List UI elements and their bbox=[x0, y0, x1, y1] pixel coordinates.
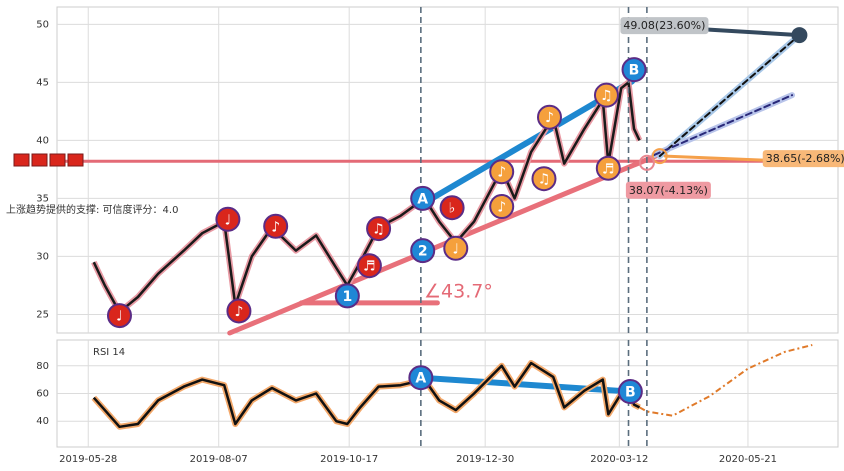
y-tick-label: 50 bbox=[36, 19, 49, 30]
pattern-marker bbox=[489, 159, 515, 185]
support-label: 上涨趋势提供的支撑: 可信度评分：4.0 bbox=[6, 203, 178, 216]
pattern-marker bbox=[410, 238, 436, 264]
price-line bbox=[92, 81, 641, 314]
target-label: 38.07(-4.13%) bbox=[629, 184, 708, 197]
y-tick-label: 35 bbox=[36, 193, 49, 204]
pattern-marker bbox=[356, 253, 382, 279]
pattern-marker bbox=[617, 379, 643, 405]
y-tick-label: 40 bbox=[36, 416, 49, 427]
pattern-marker bbox=[489, 194, 515, 220]
x-tick-label: 2019-05-28 bbox=[59, 454, 117, 465]
pattern-marker bbox=[366, 216, 392, 242]
pattern-marker bbox=[410, 185, 436, 211]
marker-label: ♭ bbox=[449, 201, 456, 217]
plot-layer: 25 30 35 40 45 50 ♩ ♩ ♪ ♪ ♫ ♬ ♭ ♩ ♪ ♪ ♫ ♪ ♫ ♬ 1 2 A B 49.08(23.6… bbox=[36, 6, 844, 465]
pattern-marker bbox=[226, 298, 252, 324]
pattern-marker bbox=[106, 303, 132, 329]
indicator-icons bbox=[13, 153, 84, 167]
trend-line bbox=[417, 374, 634, 395]
target-label: 38.65(-2.68%) bbox=[766, 152, 844, 165]
x-tick-label: 2020-03-12 bbox=[590, 454, 648, 465]
x-tick-label: 2020-05-21 bbox=[719, 454, 777, 465]
target-label-box bbox=[620, 17, 709, 35]
marker-label: ♫ bbox=[538, 172, 551, 188]
pattern-marker bbox=[215, 206, 241, 232]
pattern-marker bbox=[593, 82, 619, 108]
marker-label: ♩ bbox=[452, 241, 459, 257]
pattern-marker bbox=[595, 155, 621, 181]
y-tick-label: 40 bbox=[36, 135, 49, 146]
indicator-icon bbox=[31, 153, 48, 167]
pattern-marker bbox=[334, 283, 360, 309]
target-label-box bbox=[762, 150, 844, 168]
marker-label: B bbox=[625, 385, 636, 401]
marker-label: ♫ bbox=[600, 88, 613, 104]
x-tick-label: 2019-12-30 bbox=[456, 454, 514, 465]
marker-label: ♬ bbox=[363, 259, 376, 275]
angle-label: ∠43.7° bbox=[424, 281, 493, 303]
indicator-icon bbox=[13, 153, 30, 167]
marker-label: ♪ bbox=[545, 110, 554, 126]
marker-label: ♩ bbox=[116, 309, 123, 325]
pattern-marker bbox=[263, 213, 289, 239]
target-label-box bbox=[625, 181, 711, 199]
marker-label: ♪ bbox=[271, 219, 280, 235]
y-tick-label: 80 bbox=[36, 361, 49, 372]
target-point bbox=[791, 27, 808, 44]
trend-line bbox=[696, 27, 802, 38]
marker-label: ♪ bbox=[497, 200, 506, 216]
x-tick-label: 2019-10-17 bbox=[320, 454, 378, 465]
marker-label: A bbox=[417, 191, 428, 207]
marker-label: ♪ bbox=[497, 165, 506, 181]
marker-label: 2 bbox=[418, 244, 428, 260]
trend-line bbox=[653, 94, 794, 156]
marker-label: ♫ bbox=[372, 222, 385, 238]
pattern-marker bbox=[621, 57, 647, 83]
marker-label: B bbox=[629, 63, 640, 79]
trend-line bbox=[663, 154, 766, 162]
pattern-marker bbox=[536, 104, 562, 130]
panel-title: RSI 14 bbox=[93, 347, 125, 358]
trend-line bbox=[658, 34, 801, 158]
y-tick-label: 60 bbox=[36, 389, 49, 400]
marker-label: ♪ bbox=[234, 304, 243, 320]
price-line bbox=[92, 361, 641, 429]
y-tick-label: 30 bbox=[36, 251, 49, 262]
marker-label: ♬ bbox=[602, 161, 615, 177]
plot-area bbox=[56, 6, 839, 334]
pattern-marker bbox=[443, 235, 469, 261]
marker-label: 1 bbox=[342, 289, 352, 305]
pattern-marker bbox=[531, 166, 557, 192]
marker-label: A bbox=[415, 371, 426, 387]
target-label: 49.08(23.60%) bbox=[623, 19, 705, 32]
x-tick-label: 2019-08-07 bbox=[190, 454, 248, 465]
forecast-line bbox=[639, 344, 813, 417]
indicator-icon bbox=[67, 153, 84, 167]
y-tick-label: 45 bbox=[36, 77, 49, 88]
pattern-marker bbox=[408, 365, 434, 391]
target-point bbox=[651, 148, 668, 165]
pattern-marker bbox=[439, 195, 465, 221]
indicator-icon bbox=[49, 153, 66, 167]
marker-label: ♩ bbox=[225, 212, 232, 228]
target-point bbox=[638, 154, 655, 171]
y-tick-label: 25 bbox=[36, 309, 49, 320]
